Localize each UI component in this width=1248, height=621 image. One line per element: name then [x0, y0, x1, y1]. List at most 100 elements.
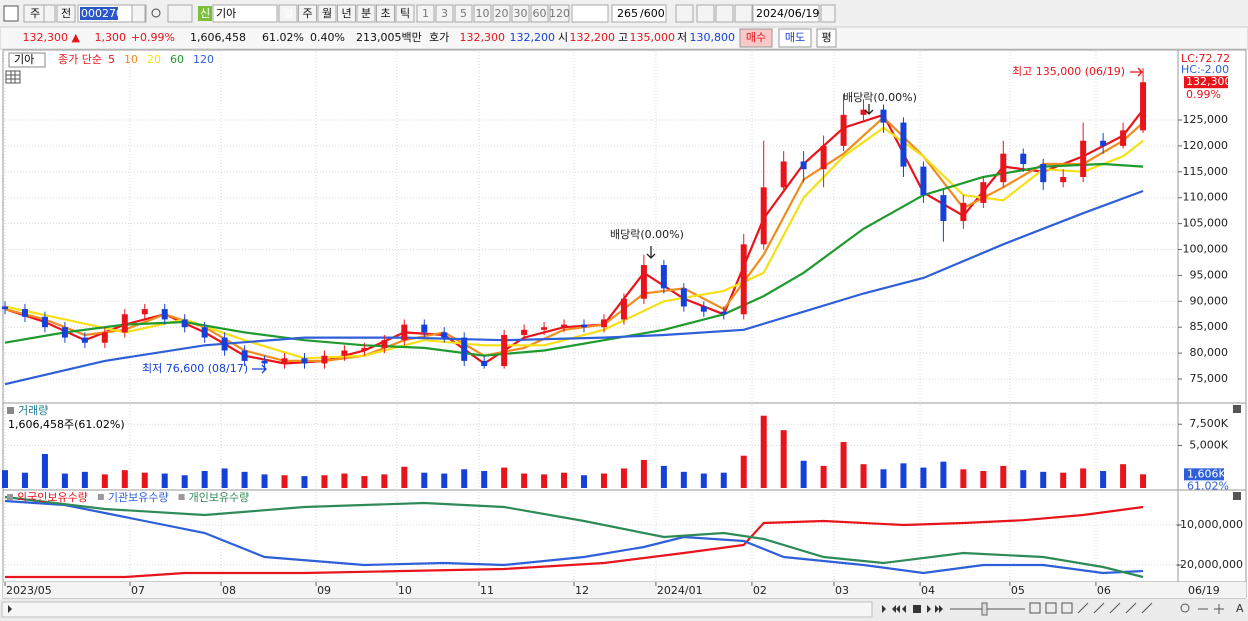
toolbar-label[interactable]: 틱 [400, 7, 410, 20]
order-button[interactable] [739, 28, 773, 48]
empty-select[interactable] [571, 4, 609, 23]
series-line [4, 495, 1144, 579]
calendar-button[interactable] [820, 4, 836, 23]
step-forward[interactable] [927, 605, 931, 613]
scrollbar[interactable] [1, 601, 873, 618]
candle-body [760, 187, 767, 245]
order-label[interactable]: 매도 [785, 31, 805, 44]
play-controls[interactable] [892, 605, 943, 613]
toolbar-button[interactable] [56, 4, 76, 23]
draw-icons[interactable] [1077, 602, 1153, 614]
toolbar-button[interactable] [454, 4, 473, 23]
toolbar-button[interactable] [337, 4, 356, 23]
date-input[interactable] [752, 4, 820, 23]
font-icon[interactable]: A [1236, 602, 1244, 615]
toolbar-button[interactable] [511, 4, 530, 23]
toolbar-label[interactable]: 초 [380, 7, 390, 20]
scroll-left[interactable] [8, 605, 12, 613]
toolbar-button[interactable] [317, 4, 337, 23]
legend-entry[interactable]: 5 [108, 53, 115, 66]
toolbar-button[interactable] [278, 4, 298, 23]
stock-code[interactable]: 000270 [81, 7, 123, 20]
dropdown[interactable] [43, 4, 56, 23]
legend-entry[interactable]: 외국인보유수량 [17, 491, 88, 504]
candle-body [461, 337, 468, 361]
order-button[interactable] [816, 28, 837, 48]
count[interactable]: 265 [617, 7, 638, 20]
volume-bar [581, 475, 588, 488]
toolbar-label[interactable]: 3 [441, 7, 448, 20]
forward[interactable] [935, 605, 943, 613]
toolbar-button[interactable] [492, 4, 511, 23]
toolbar-label[interactable]: 1 [422, 7, 429, 20]
toolbar-label[interactable]: 일 [283, 6, 293, 20]
toolbar-label[interactable]: 20 [495, 7, 509, 20]
order-button[interactable] [778, 28, 812, 48]
toolbar-label[interactable]: 5 [460, 7, 467, 20]
name-input[interactable] [212, 4, 278, 23]
legend-entry[interactable]: 120 [193, 53, 214, 66]
scroll-right[interactable] [882, 605, 886, 613]
rewind[interactable] [892, 605, 900, 613]
tool-icons [1029, 602, 1224, 614]
legend-entry[interactable]: 10 [124, 53, 138, 66]
tool-button[interactable] [734, 4, 753, 23]
candle-body [241, 350, 248, 361]
toolbar-label[interactable]: 년 [341, 7, 351, 20]
legend-entry[interactable]: 개인보유수량 [189, 491, 250, 504]
plus-minus[interactable] [1198, 604, 1224, 614]
table-icon-grid [6, 71, 20, 83]
toolbar-button[interactable] [530, 4, 549, 23]
toolbar-label[interactable]: 30 [514, 7, 528, 20]
legend-entry[interactable]: 60 [170, 53, 184, 66]
sound-icon[interactable] [167, 4, 193, 23]
step-back[interactable] [902, 605, 906, 613]
toolbar-button[interactable] [376, 4, 395, 23]
tool-icon[interactable] [1061, 602, 1073, 614]
toolbar-button[interactable] [298, 4, 317, 23]
new-badge[interactable] [198, 6, 212, 21]
candle-body [581, 324, 588, 328]
toolbar-button[interactable] [356, 4, 376, 23]
search-icon[interactable] [151, 8, 161, 18]
panel-close[interactable] [1233, 405, 1241, 413]
tool-icon[interactable] [1029, 602, 1041, 614]
order-label[interactable]: 평 [821, 31, 831, 44]
order-label[interactable]: 매수 [746, 31, 766, 44]
volume-bar [541, 474, 548, 488]
legend-entry[interactable]: 20 [147, 53, 161, 66]
tool-button[interactable] [675, 4, 694, 23]
toolbar-label[interactable]: 120 [549, 7, 570, 20]
date[interactable]: 2024/06/19 [756, 7, 819, 20]
tool-button[interactable] [696, 4, 715, 23]
toolbar-label[interactable]: 60 [533, 7, 547, 20]
toolbar-label[interactable]: 주 [30, 7, 40, 20]
toolbar-button[interactable] [473, 4, 492, 23]
toolbar-label[interactable]: 10 [476, 7, 490, 20]
zoom-thumb[interactable] [981, 602, 988, 616]
tool-icon[interactable] [1045, 602, 1057, 614]
toolbar-label[interactable]: 월 [322, 7, 332, 20]
menu-icon[interactable] [3, 5, 19, 22]
volume-bar [940, 461, 947, 488]
new-label[interactable]: 신 [200, 7, 210, 20]
candle-body [141, 309, 148, 315]
toolbar-button[interactable] [435, 4, 454, 23]
toolbar-button[interactable] [395, 4, 415, 23]
toolbar-button[interactable] [549, 4, 570, 23]
zoom-icon[interactable] [1180, 603, 1190, 613]
panel-close[interactable] [1233, 492, 1241, 500]
stock-name[interactable]: 기아 [216, 7, 236, 20]
table-icon[interactable] [5, 70, 21, 84]
legend-entry[interactable]: 기관보유수량 [108, 491, 169, 504]
toolbar-label[interactable]: 분 [361, 7, 371, 20]
tool-button[interactable] [715, 4, 734, 23]
dropdown[interactable] [131, 4, 146, 23]
candle-body [620, 298, 627, 320]
toolbar-button[interactable] [416, 4, 435, 23]
toolbar-label[interactable]: 전 [61, 7, 71, 20]
toolbar-label[interactable]: 주 [302, 7, 312, 20]
count-input[interactable] [611, 4, 667, 23]
stop[interactable] [913, 605, 921, 613]
candle-body [161, 309, 168, 320]
